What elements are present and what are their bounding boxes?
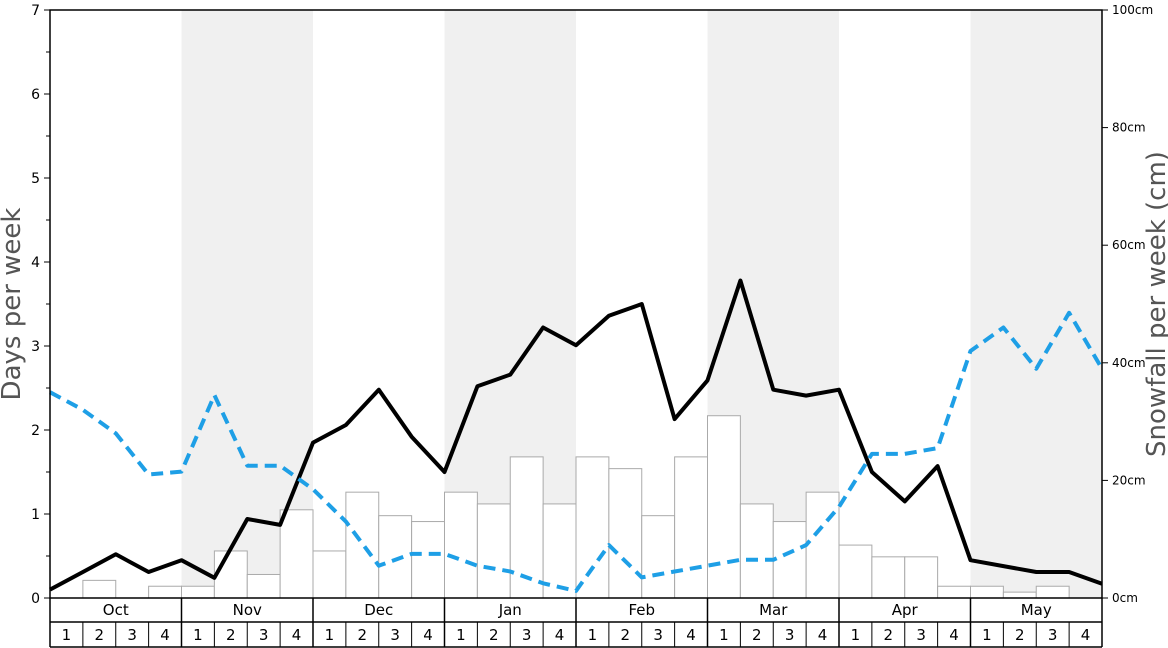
- snowfall-bar: [82, 579, 117, 599]
- week-label: 3: [127, 626, 137, 644]
- week-label: 4: [423, 626, 433, 644]
- snowfall-bar: [575, 456, 610, 599]
- snowfall-bar: [1035, 585, 1070, 599]
- month-label: Dec: [364, 601, 393, 619]
- snowfall-bar: [838, 544, 873, 599]
- left-axis-tick-label: 7: [31, 3, 40, 19]
- week-label: 2: [752, 626, 762, 644]
- month-label: Nov: [233, 601, 262, 619]
- week-label: 4: [818, 626, 828, 644]
- week-label: 2: [884, 626, 894, 644]
- snowfall-bar: [444, 491, 478, 599]
- snowfall-bar: [378, 515, 413, 599]
- left-axis-tick-label: 4: [31, 255, 40, 271]
- snowfall-bar: [937, 585, 971, 599]
- week-label: 4: [686, 626, 696, 644]
- week-label: 3: [1048, 626, 1058, 644]
- snowfall-bar: [904, 556, 939, 599]
- week-label: 3: [522, 626, 532, 644]
- snowfall-bar: [279, 509, 314, 599]
- month-label: May: [1021, 601, 1052, 619]
- week-label: 4: [555, 626, 565, 644]
- week-label: 1: [719, 626, 729, 644]
- snowfall-bar: [707, 415, 741, 599]
- week-label: 2: [1015, 626, 1025, 644]
- week-label: 4: [1081, 626, 1091, 644]
- snowfall-bar: [970, 585, 1004, 599]
- week-label: 2: [358, 626, 368, 644]
- right-axis-tick-label: 60cm: [1112, 238, 1146, 252]
- series-lines: [49, 278, 1104, 593]
- week-label: 3: [390, 626, 400, 644]
- week-label: 2: [95, 626, 105, 644]
- right-axis-label: Snowfall per week (cm): [1142, 151, 1168, 457]
- days-per-week-line: [49, 278, 1103, 592]
- snowfall-bar: [345, 491, 380, 599]
- left-axis-tick-label: 2: [31, 423, 40, 439]
- week-label: 1: [588, 626, 598, 644]
- dashed-series-line: [49, 310, 1104, 593]
- week-label: 1: [193, 626, 203, 644]
- left-axis-tick-label: 1: [31, 507, 40, 523]
- snowfall-bar: [641, 515, 676, 599]
- week-label: 4: [160, 626, 170, 644]
- month-bands: [181, 10, 1102, 598]
- snowfall-bar: [312, 550, 347, 599]
- snowfall-bar: [772, 521, 807, 599]
- week-label: 2: [621, 626, 631, 644]
- snowfall-bars: [82, 415, 1070, 599]
- right-axis-tick-label: 80cm: [1112, 121, 1146, 135]
- right-axis: 0cm 20cm 40cm 60cm 80cm 100cm: [1102, 3, 1153, 605]
- left-axis-tick-label: 5: [31, 171, 40, 187]
- week-label: 2: [226, 626, 236, 644]
- left-axis-tick-label: 0: [31, 591, 40, 607]
- week-label: 3: [653, 626, 663, 644]
- right-axis-tick-label: 100cm: [1112, 3, 1153, 17]
- left-axis: 0 1 2 3 4 5 6 7: [31, 3, 50, 607]
- week-label: 1: [456, 626, 466, 644]
- week-label: 2: [489, 626, 499, 644]
- month-label: Apr: [892, 601, 919, 619]
- month-label: Feb: [628, 601, 655, 619]
- snowfall-bar: [542, 503, 577, 599]
- left-axis-label: Days per week: [0, 208, 27, 401]
- snowfall-bar: [181, 585, 215, 599]
- snowfall-bar: [871, 556, 906, 599]
- week-label: 1: [851, 626, 861, 644]
- snowfall-bar: [1002, 591, 1037, 599]
- week-label: 3: [785, 626, 795, 644]
- snowfall-bar: [739, 503, 774, 599]
- snowfall-bar: [805, 491, 840, 599]
- right-axis-tick-label: 0cm: [1112, 591, 1138, 605]
- right-axis-tick-label: 20cm: [1112, 473, 1146, 487]
- week-label: 4: [292, 626, 302, 644]
- snowfall-bar: [674, 456, 708, 599]
- snowfall-bar: [608, 468, 643, 599]
- snowfall-bar: [213, 550, 248, 599]
- month-label: Oct: [103, 601, 129, 619]
- snowfall-bar: [246, 573, 281, 599]
- month-label: Mar: [759, 601, 788, 619]
- week-label: 4: [949, 626, 959, 644]
- right-axis-tick-label: 40cm: [1112, 356, 1146, 370]
- month-label: Jan: [498, 601, 522, 619]
- week-label: 3: [916, 626, 926, 644]
- snowfall-bar: [476, 503, 511, 599]
- week-label: 1: [62, 626, 72, 644]
- snowfall-bar: [148, 585, 182, 599]
- left-axis-tick-label: 3: [31, 339, 40, 355]
- week-label: 3: [259, 626, 269, 644]
- snowfall-bar: [411, 521, 445, 599]
- week-label: 1: [982, 626, 992, 644]
- x-axis-table: Oct 1 2 3 4 Nov 1 2 3 4 Dec 1 2 3 4 Jan 1 2 3 4 Feb 1 2 3 4 Mar 1 2…: [49, 598, 1103, 648]
- month-band-may: [970, 10, 1102, 598]
- week-label: 1: [325, 626, 335, 644]
- left-axis-tick-label: 6: [31, 87, 40, 103]
